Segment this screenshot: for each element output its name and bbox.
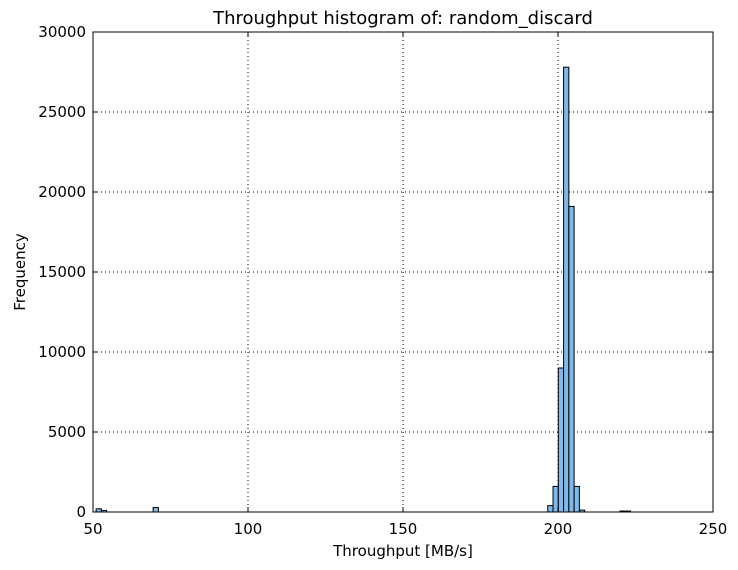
x-tick-label: 250 (699, 520, 728, 538)
axis-ticks (92, 31, 714, 513)
y-tick-label: 30000 (38, 23, 86, 41)
histogram-bar (573, 485, 580, 513)
y-tick-label: 0 (76, 503, 86, 521)
histogram-bar (547, 505, 554, 513)
x-tick-label: 50 (83, 520, 102, 538)
histogram-bar (152, 507, 159, 513)
grid-lines (93, 32, 713, 512)
x-tick-label: 200 (544, 520, 573, 538)
chart-title: Throughput histogram of: random_discard (212, 8, 593, 29)
y-tick-label: 10000 (38, 343, 86, 361)
y-tick-label: 25000 (38, 103, 86, 121)
histogram-bars (95, 66, 632, 513)
histogram-bar (563, 66, 570, 513)
y-tick-label: 20000 (38, 183, 86, 201)
histogram-bar (557, 367, 565, 513)
x-tick-labels: 50 100 150 200 250 (83, 520, 727, 538)
y-tick-labels: 0 5000 10000 15000 20000 25000 30000 (38, 23, 86, 521)
y-tick-label: 15000 (38, 263, 86, 281)
histogram-bar (568, 205, 575, 513)
x-tick-label: 150 (389, 520, 418, 538)
y-axis-label: Frequency (11, 233, 29, 311)
x-axis-label: Throughput [MB/s] (332, 542, 473, 560)
x-tick-label: 100 (234, 520, 263, 538)
y-tick-label: 5000 (48, 423, 86, 441)
